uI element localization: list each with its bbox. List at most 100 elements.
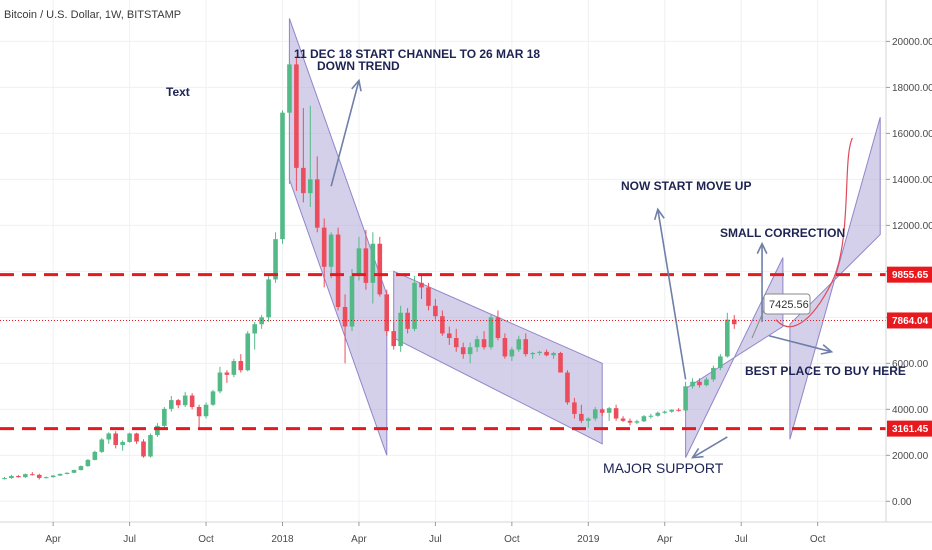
- x-tick-label: Oct: [504, 534, 520, 545]
- candle-body: [238, 361, 244, 371]
- candle-body: [99, 439, 105, 452]
- candle-body: [120, 441, 125, 445]
- grid: [0, 0, 886, 522]
- candle-body: [203, 404, 209, 417]
- candle-body: [71, 470, 77, 473]
- candle-body: [690, 381, 695, 387]
- candle-body: [634, 421, 640, 423]
- candle-body: [662, 411, 668, 413]
- candle-body: [718, 356, 723, 368]
- candle-body: [391, 331, 396, 347]
- projection-curve: [775, 137, 853, 328]
- candle-body: [273, 239, 278, 280]
- candle-body: [16, 476, 21, 478]
- candle-body: [474, 339, 480, 348]
- candle-body: [162, 408, 167, 426]
- callout-pointer: [751, 309, 765, 339]
- price-callout-label: 7425.56: [769, 299, 809, 311]
- candle-body: [127, 433, 132, 442]
- resistance-badge-label: 9855.65: [892, 270, 929, 281]
- best-place-arrow: [768, 334, 832, 353]
- candle-body: [725, 319, 730, 357]
- down-channel-2: [393, 270, 603, 445]
- candles: [2, 50, 737, 480]
- candle-body: [231, 361, 237, 375]
- candle-body: [245, 333, 251, 371]
- down-trend-arrow-head: [351, 78, 362, 92]
- candle-body: [287, 64, 292, 113]
- candle-body: [169, 400, 174, 409]
- major-support-arrow: [692, 436, 728, 459]
- candle-body: [433, 305, 438, 317]
- candle-body: [301, 167, 306, 194]
- candle-body: [697, 381, 702, 386]
- candle-body: [467, 347, 473, 355]
- price-callout-box: [763, 293, 811, 315]
- candle-body: [731, 319, 737, 325]
- candle-body: [384, 294, 390, 332]
- candle-body: [308, 179, 313, 194]
- candle-body: [113, 433, 118, 445]
- candle-body: [683, 386, 688, 411]
- y-tick-label: 14000.00: [892, 175, 932, 186]
- small-correction-annotation: SMALL CORRECTION: [720, 226, 845, 240]
- candle-body: [551, 352, 556, 356]
- candle-body: [280, 112, 285, 240]
- symbol-title: Bitcoin / U.S. Dollar, 1W, BITSTAMP: [4, 9, 181, 21]
- small-correction-arrow-head: [756, 241, 768, 255]
- candle-body: [405, 312, 410, 329]
- down-trend-arrow: [330, 80, 360, 187]
- candle-body: [509, 349, 515, 357]
- y-tick-label: 16000.00: [892, 129, 932, 140]
- candle-body: [711, 367, 716, 380]
- current-price-badge-label: 7864.04: [892, 316, 929, 327]
- candle-body: [704, 379, 709, 386]
- current-price-badge: [887, 312, 932, 329]
- now-start-move-up-annotation: NOW START MOVE UP: [621, 179, 751, 193]
- candle-body: [592, 409, 598, 419]
- candle-body: [23, 474, 28, 478]
- time-axis: Apr Jul Oct 2018 Apr Jul Oct 2019 Apr Jul Oct: [45, 522, 826, 545]
- candle-body: [78, 466, 84, 471]
- candle-body: [572, 402, 577, 414]
- candle-body: [558, 352, 563, 373]
- candle-body: [412, 282, 417, 329]
- best-place-annotation: BEST PLACE TO BUY HERE: [745, 364, 906, 378]
- candle-body: [586, 418, 591, 421]
- candle-body: [502, 338, 508, 357]
- candle-body: [321, 227, 327, 267]
- y-tick-label: 0.00: [892, 497, 912, 508]
- move-up-arrow-head: [653, 207, 665, 221]
- candle-body: [57, 473, 63, 476]
- candle-body: [370, 243, 376, 283]
- y-tick-label: 4000.00: [892, 405, 929, 416]
- candle-body: [565, 372, 570, 403]
- support-badge-label: 3161.45: [892, 424, 929, 435]
- candle-body: [252, 324, 257, 334]
- x-tick-label: Jul: [429, 534, 442, 545]
- x-tick-label: Apr: [351, 534, 367, 545]
- move-up-arrow: [657, 209, 687, 380]
- x-tick-label: Apr: [657, 534, 673, 545]
- price-badges: 9855.65 7864.04 3161.45: [887, 266, 932, 437]
- candle-body: [447, 333, 452, 339]
- candle-body: [30, 474, 35, 476]
- candle-body: [398, 312, 403, 347]
- x-tick-label: Oct: [198, 534, 214, 545]
- candle-body: [453, 338, 459, 348]
- x-tick-label: Oct: [810, 534, 826, 545]
- candle-body: [328, 234, 334, 267]
- candle-body: [641, 416, 647, 422]
- candle-body: [266, 279, 271, 318]
- x-tick-label: Apr: [45, 534, 61, 545]
- candle-body: [648, 415, 654, 417]
- candle-body: [620, 418, 626, 421]
- y-tick-label: 20000.00: [892, 37, 932, 48]
- candle-body: [419, 282, 424, 288]
- y-tick-label: 6000.00: [892, 359, 929, 370]
- overlays: [330, 78, 853, 459]
- major-support-annotation: MAJOR SUPPORT: [603, 460, 724, 476]
- candle-body: [50, 475, 56, 478]
- candle-body: [426, 287, 431, 306]
